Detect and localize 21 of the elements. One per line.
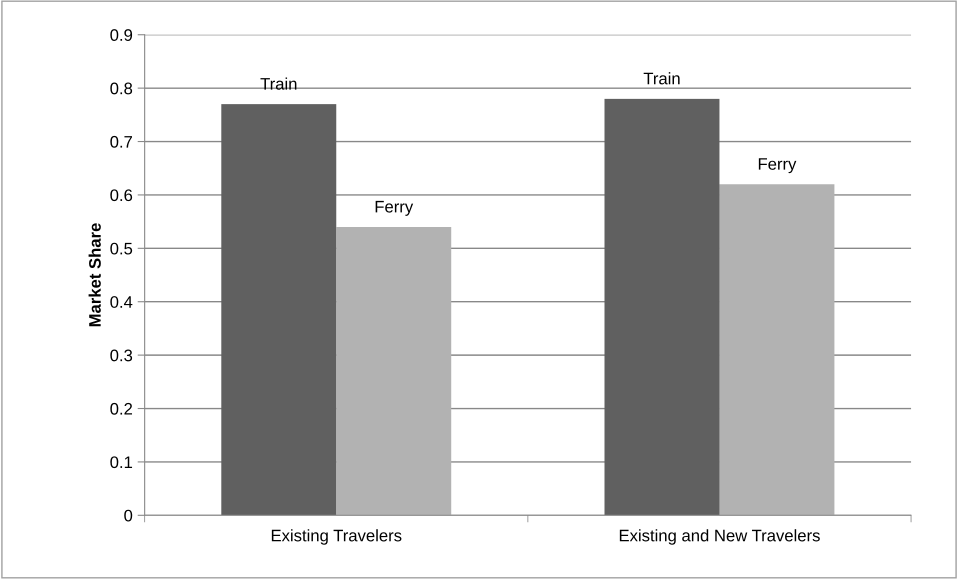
y-tick-label: 0.1 bbox=[110, 456, 132, 468]
x-tick-label: Existing and New Travelers bbox=[620, 529, 820, 545]
y-tick-label: 0.2 bbox=[110, 402, 132, 415]
y-tick-label: 0.9 bbox=[110, 29, 132, 41]
y-tick-label: 0.8 bbox=[110, 82, 132, 94]
y-axis-title: Market Share bbox=[88, 223, 101, 326]
y-tick-label: 0.7 bbox=[110, 136, 132, 148]
bar bbox=[221, 104, 336, 516]
bar bbox=[604, 98, 720, 516]
x-tick-label: Existing Travelers bbox=[272, 529, 402, 545]
text: Ferry bbox=[376, 200, 414, 216]
y-tick-label: 0.5 bbox=[110, 242, 132, 255]
bar bbox=[719, 184, 834, 516]
y-tick-label: 0.4 bbox=[110, 296, 132, 308]
y-tick-label: 0.6 bbox=[110, 189, 132, 202]
bar bbox=[336, 226, 452, 516]
series-label: Ferry bbox=[758, 158, 796, 174]
y-tick-label: 0.3 bbox=[110, 350, 132, 362]
text: Train bbox=[644, 72, 680, 84]
series-label: Train bbox=[260, 78, 296, 90]
y-tick-label: 0 bbox=[124, 510, 132, 522]
